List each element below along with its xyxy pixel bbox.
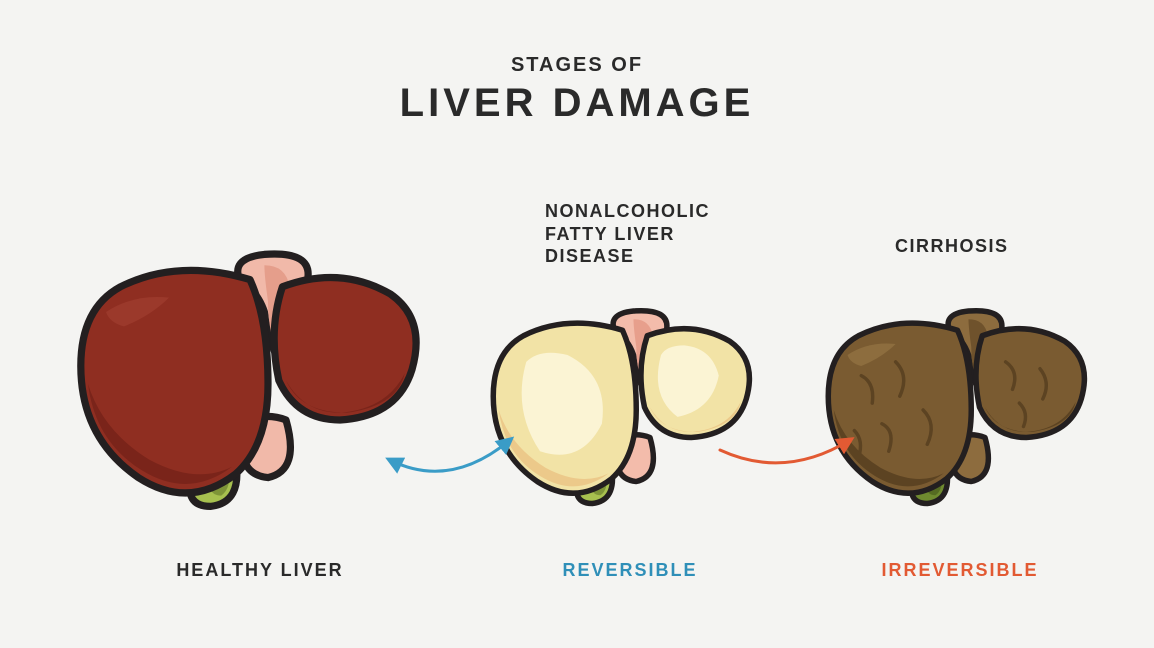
reversible-arrow-icon	[370, 380, 530, 520]
stage-label-fatty: NONALCOHOLICFATTY LIVERDISEASE	[545, 200, 710, 268]
bottom-label-fatty: REVERSIBLE	[540, 560, 720, 581]
infographic-canvas: STAGES OF LIVER DAMAGE NONALCOHOLICFATTY…	[0, 0, 1154, 648]
bottom-label-cirrhosis: IRREVERSIBLE	[860, 560, 1060, 581]
title-small: STAGES OF	[0, 54, 1154, 77]
bottom-label-healthy: HEALTHY LIVER	[150, 560, 370, 581]
irreversible-arrow-icon	[700, 385, 870, 505]
title-large: LIVER DAMAGE	[0, 81, 1154, 126]
stage-label-cirrhosis: CIRRHOSIS	[895, 235, 1009, 258]
title-block: STAGES OF LIVER DAMAGE	[0, 54, 1154, 126]
